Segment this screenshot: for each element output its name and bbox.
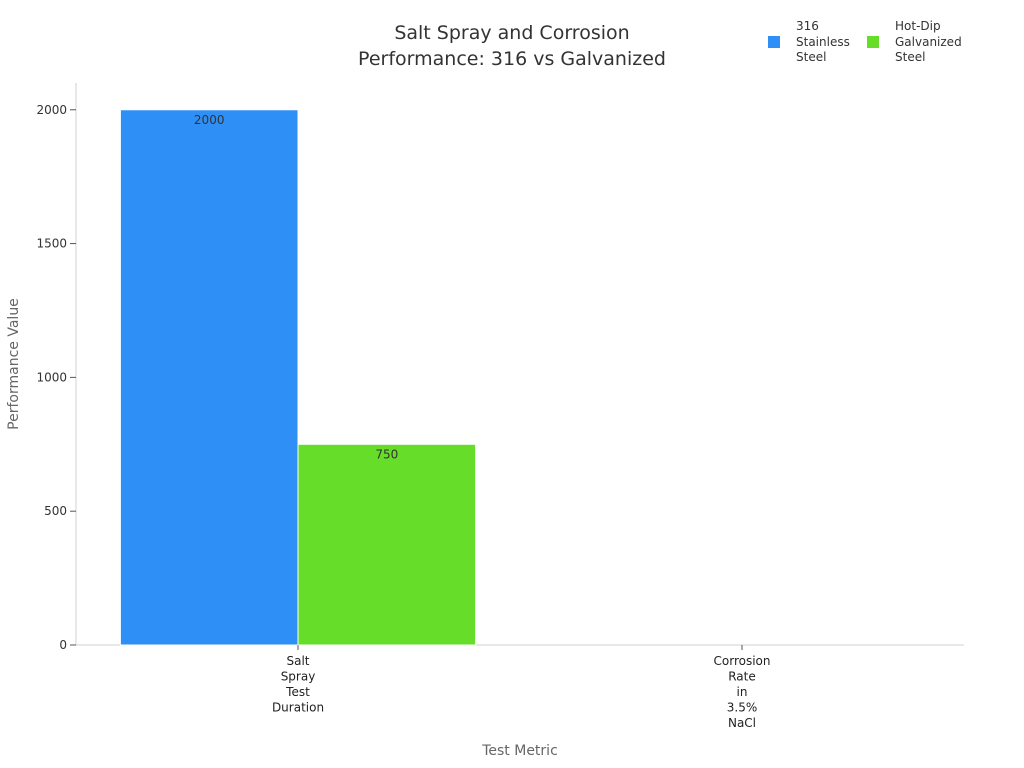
legend-label-316-stainless: 316 Stainless Steel bbox=[796, 19, 876, 66]
x-tick-label-line: in bbox=[737, 685, 748, 699]
legend-label-line: 316 bbox=[796, 19, 819, 33]
x-tick-label-line: 3.5% bbox=[727, 701, 758, 715]
legend-swatch-hot-dip-galvanized bbox=[867, 36, 879, 48]
y-tick-label: 500 bbox=[44, 504, 67, 518]
chart-title-line-2: Performance: 316 vs Galvanized bbox=[358, 48, 666, 70]
x-tick-label-line: Salt bbox=[286, 654, 309, 668]
bar-value-label: 2000 bbox=[194, 113, 225, 127]
bar bbox=[119, 109, 299, 646]
chart-title: Salt Spray and Corrosion Performance: 31… bbox=[262, 20, 762, 72]
legend-swatch-316-stainless bbox=[768, 36, 780, 48]
legend-label-line: Steel bbox=[895, 50, 926, 64]
x-tick-label-line: Test bbox=[285, 685, 310, 699]
bar bbox=[297, 443, 477, 646]
x-axis-title: Test Metric bbox=[481, 743, 558, 759]
x-tick-label: Corrosion Rate in 3.5% NaCl bbox=[714, 654, 771, 730]
x-tick-label-line: NaCl bbox=[728, 716, 756, 730]
x-tick-label-line: Corrosion bbox=[714, 654, 771, 668]
y-tick-label: 2000 bbox=[36, 103, 67, 117]
y-axis-title: Performance Value bbox=[6, 298, 22, 430]
bar-value-label: 750 bbox=[375, 447, 398, 461]
legend-label-line: Galvanized bbox=[895, 34, 962, 49]
legend-label-line: Stainless bbox=[796, 34, 850, 49]
legend-label-hot-dip-galvanized: Hot-Dip Galvanized Steel bbox=[895, 19, 975, 66]
legend-label-line: Hot-Dip bbox=[895, 19, 941, 33]
y-tick-label: 1000 bbox=[36, 370, 67, 384]
chart-legend: 316 Stainless Steel Hot-Dip Galvanized S… bbox=[768, 19, 998, 67]
x-tick-label-line: Rate bbox=[728, 670, 756, 684]
chart-title-line-1: Salt Spray and Corrosion bbox=[394, 22, 630, 44]
y-tick-label: 1500 bbox=[36, 237, 67, 251]
x-tick-label-line: Spray bbox=[281, 670, 316, 684]
x-tick-label: Salt Spray Test Duration bbox=[272, 654, 324, 715]
y-tick-label: 0 bbox=[59, 638, 67, 652]
x-tick-label-line: Duration bbox=[272, 701, 324, 715]
legend-label-line: Steel bbox=[796, 50, 827, 64]
